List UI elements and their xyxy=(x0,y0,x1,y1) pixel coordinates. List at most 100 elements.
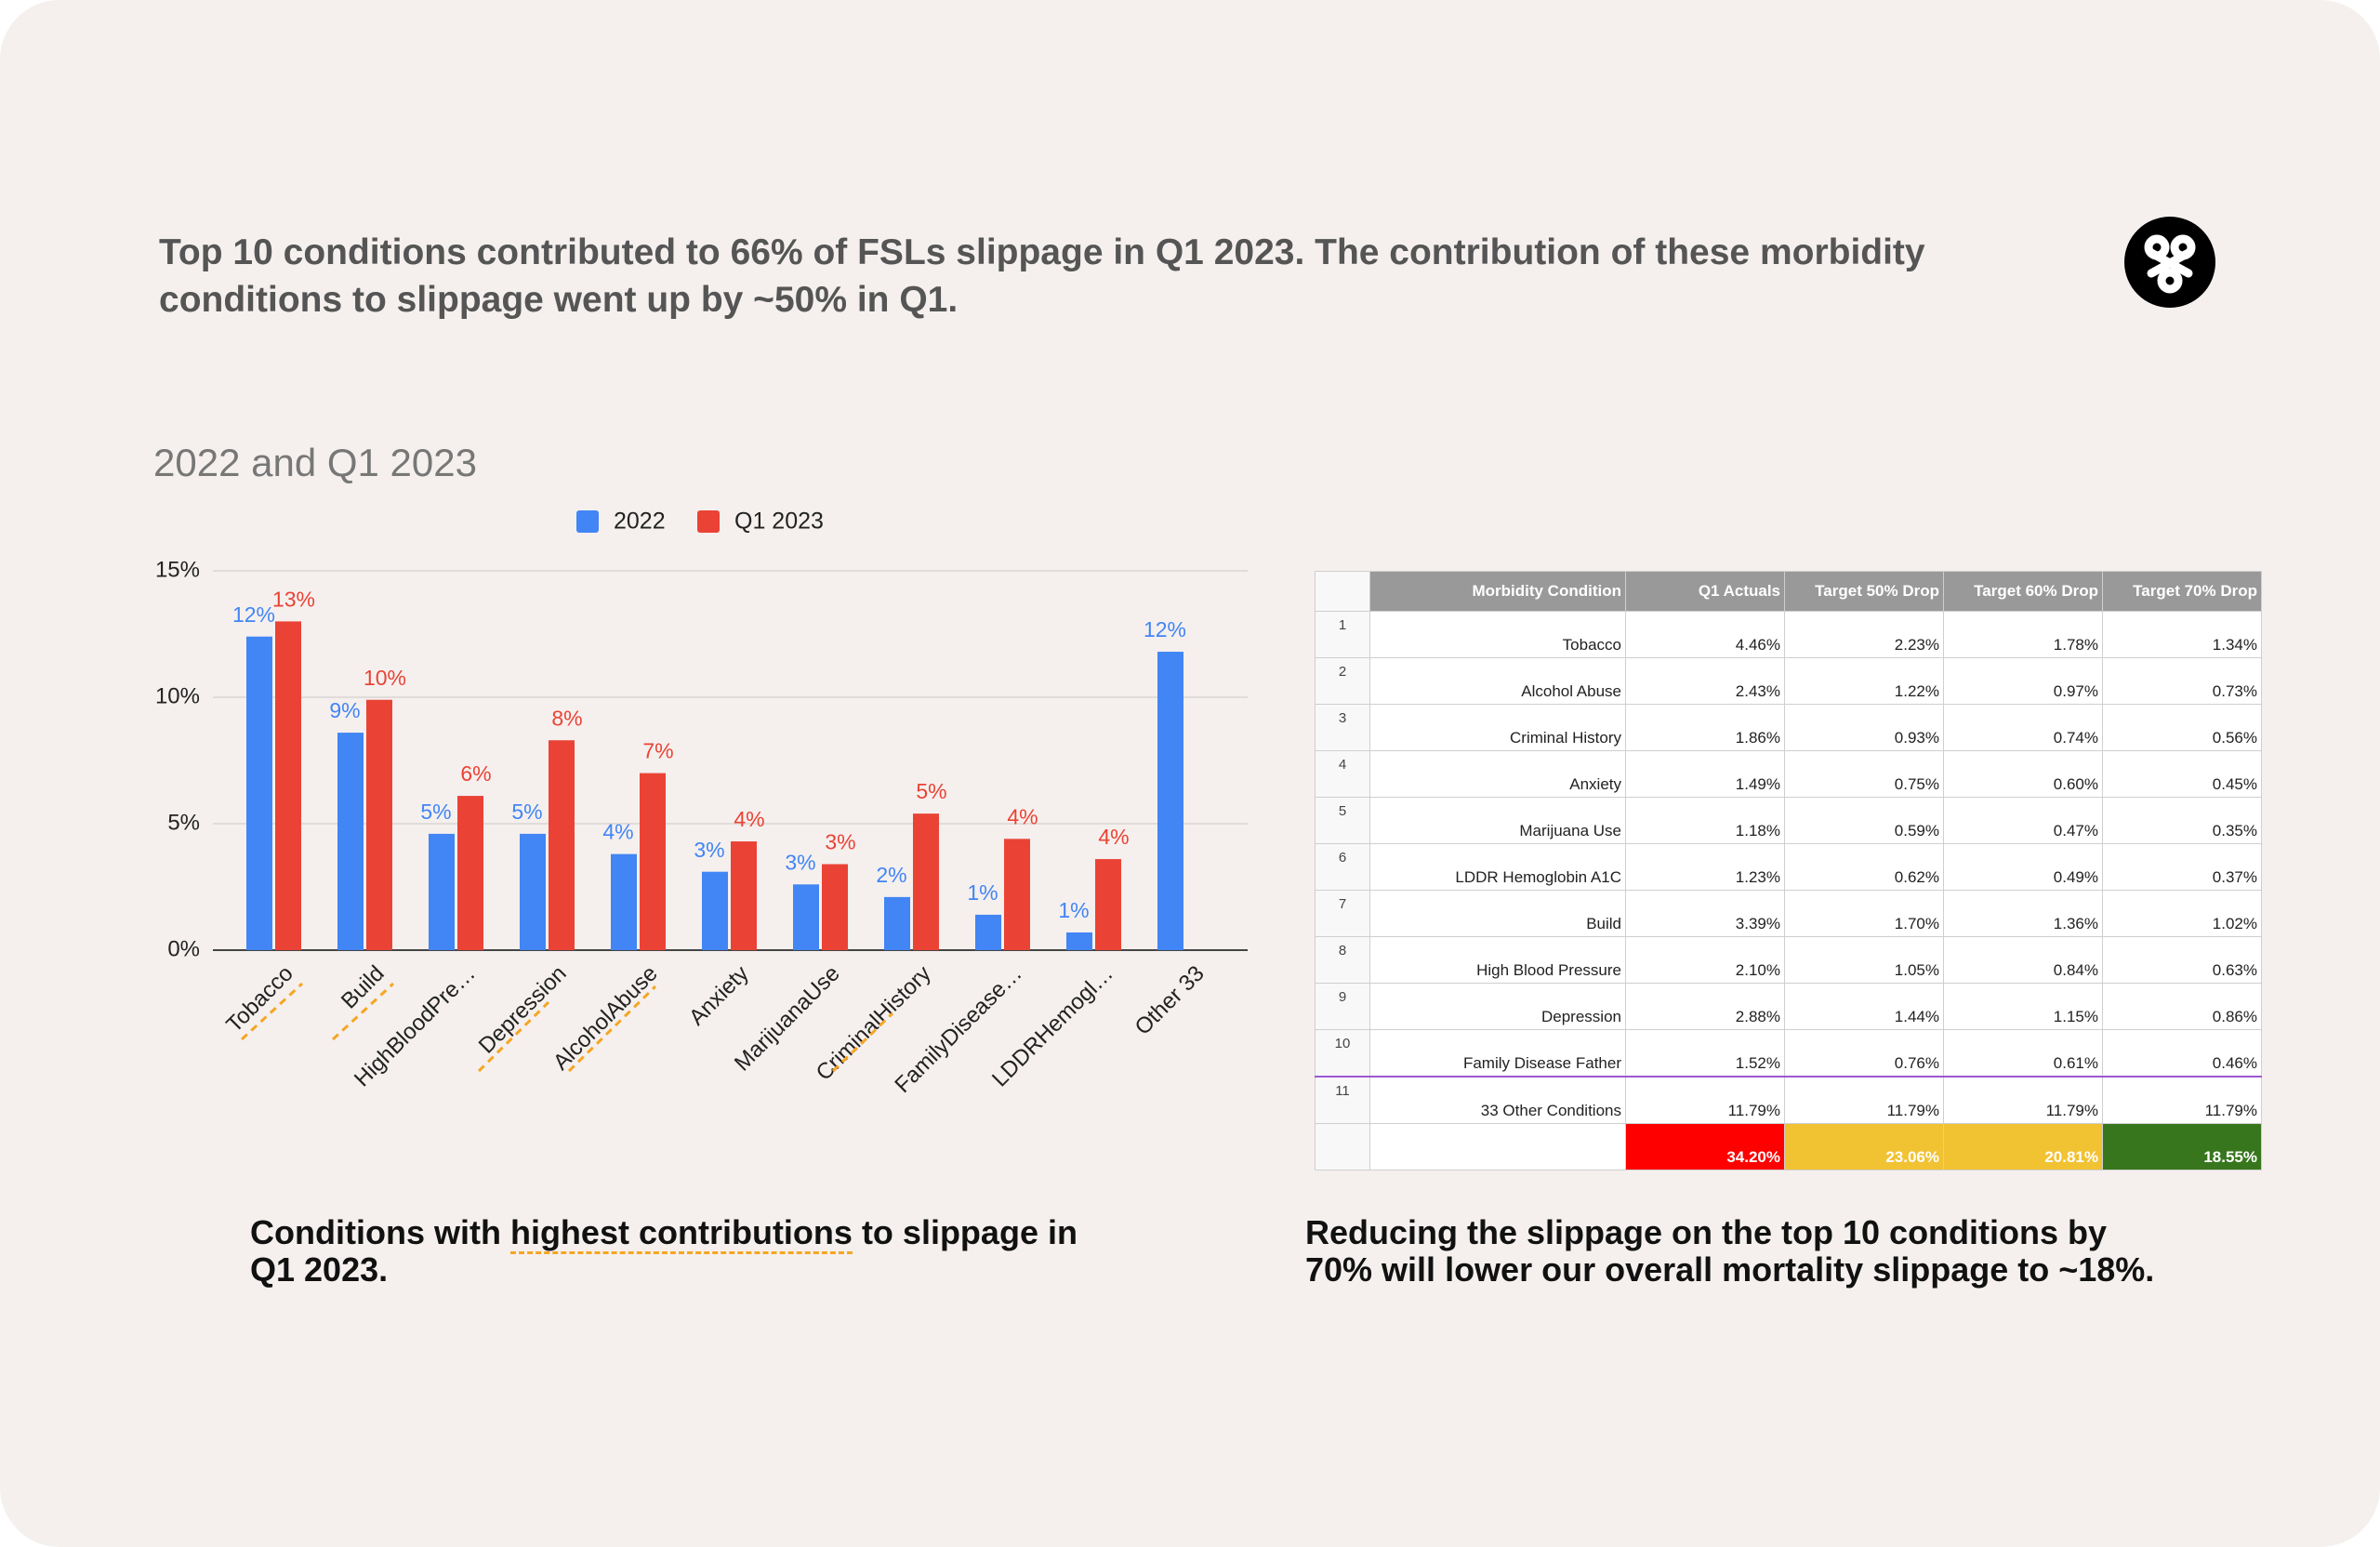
row-index xyxy=(1315,1123,1370,1170)
table-cell: 33 Other Conditions xyxy=(1369,1076,1626,1124)
table-row: 4 Anxiety 1.49% 0.75% 0.60% 0.45% xyxy=(1315,750,2262,798)
data-label: 1% xyxy=(1058,898,1089,922)
table-cell: 3.39% xyxy=(1625,890,1785,937)
highlight-dash xyxy=(477,1000,550,1073)
table-cell: 11.79% xyxy=(1625,1076,1785,1124)
table-cell: 0.62% xyxy=(1784,843,1944,891)
table-cell: 0.73% xyxy=(2102,657,2262,705)
data-label: 3% xyxy=(694,838,724,862)
caption-text: Conditions with xyxy=(250,1213,510,1251)
bar xyxy=(731,841,757,950)
column-header: Q1 Actuals xyxy=(1625,571,1785,612)
table-row: 2 Alcohol Abuse 2.43% 1.22% 0.97% 0.73% xyxy=(1315,657,2262,705)
table-row: 8 High Blood Pressure 2.10% 1.05% 0.84% 0.63% xyxy=(1315,936,2262,984)
table-cell: 2.10% xyxy=(1625,936,1785,984)
data-label: 4% xyxy=(1098,825,1129,849)
table-cell: 1.02% xyxy=(2102,890,2262,937)
bar xyxy=(1004,839,1030,950)
table-cell: Criminal History xyxy=(1369,704,1626,751)
bar xyxy=(640,773,666,950)
table-cell: Alcohol Abuse xyxy=(1369,657,1626,705)
caption-text: to slippage in Q1 2023. xyxy=(250,1213,1078,1289)
row-index: 2 xyxy=(1315,657,1370,705)
table-row: 10 Family Disease Father 1.52% 0.76% 0.61% 0.… xyxy=(1315,1029,2262,1078)
table-cell: 1.44% xyxy=(1784,983,1944,1030)
legend-label: 2022 xyxy=(614,509,666,535)
table-cell: 1.70% xyxy=(1784,890,1944,937)
table-cell: 11.79% xyxy=(2102,1076,2262,1124)
x-tick-label: Anxiety xyxy=(684,961,754,1031)
table-cell: 0.74% xyxy=(1943,704,2103,751)
bar xyxy=(913,813,939,950)
slide-title: Top 10 conditions contributed to 66% of … xyxy=(159,232,1925,320)
table-cell: Anxiety xyxy=(1369,750,1626,798)
row-index: 9 xyxy=(1315,983,1370,1030)
data-label: 5% xyxy=(511,800,542,824)
bar xyxy=(366,699,392,950)
data-label: 7% xyxy=(642,739,673,763)
data-label: 12% xyxy=(1144,617,1186,641)
data-label: 4% xyxy=(602,820,633,844)
row-index: 7 xyxy=(1315,890,1370,937)
row-index: 3 xyxy=(1315,704,1370,751)
x-tick-label: Other 33 xyxy=(1130,961,1210,1040)
table-row: 7 Build 3.39% 1.70% 1.36% 1.02% xyxy=(1315,890,2262,937)
highlight-dash xyxy=(240,982,304,1041)
bar xyxy=(1157,652,1183,950)
table-cell: 1.86% xyxy=(1625,704,1785,751)
highlight-dash xyxy=(831,1012,894,1073)
bar xyxy=(457,796,483,950)
table-cell: 1.34% xyxy=(2102,611,2262,658)
table-cell: 0.45% xyxy=(2102,750,2262,798)
row-index: 11 xyxy=(1315,1076,1370,1124)
data-label: 13% xyxy=(272,587,315,611)
bar xyxy=(1095,859,1121,950)
y-tick-label: 0% xyxy=(167,936,200,961)
logo xyxy=(2124,217,2215,308)
table-cell: 1.78% xyxy=(1943,611,2103,658)
table-cell: 1.23% xyxy=(1625,843,1785,891)
table-cell: High Blood Pressure xyxy=(1369,936,1626,984)
bar xyxy=(975,914,1001,950)
bar xyxy=(549,740,575,950)
caption-right: Reducing the slippage on the top 10 cond… xyxy=(1305,1213,2155,1289)
table-cell: 0.47% xyxy=(1943,797,2103,844)
bar xyxy=(702,871,728,950)
table-cell: 11.79% xyxy=(1943,1076,2103,1124)
chart: 2022 and Q1 2023 0% 5% 10% 15% 2022 Q1 2023 12… xyxy=(153,441,1248,1098)
table-row: 6 LDDR Hemoglobin A1C 1.23% 0.62% 0.49% 0.37% xyxy=(1315,843,2262,891)
bar xyxy=(884,896,910,950)
table-cell: LDDR Hemoglobin A1C xyxy=(1369,843,1626,891)
table-cell: 0.63% xyxy=(2102,936,2262,984)
data-label: 12% xyxy=(232,602,275,627)
table-row: 3 Criminal History 1.86% 0.93% 0.74% 0.56% xyxy=(1315,704,2262,751)
table-header: Morbidity Condition Q1 Actuals Target 50% … xyxy=(1315,571,2262,612)
table-cell: Build xyxy=(1369,890,1626,937)
data-label: 10% xyxy=(364,666,406,690)
row-index: 6 xyxy=(1315,843,1370,891)
bar xyxy=(822,864,848,950)
data-label: 9% xyxy=(329,698,360,722)
y-tick-label: 5% xyxy=(167,810,200,835)
column-header: Target 70% Drop xyxy=(2102,571,2262,612)
data-label: 6% xyxy=(460,761,491,786)
data-label: 5% xyxy=(916,779,946,803)
row-index: 8 xyxy=(1315,936,1370,984)
table-cell xyxy=(1369,1123,1626,1170)
total-cell: 23.06% xyxy=(1784,1123,1944,1170)
table-cell: 1.36% xyxy=(1943,890,2103,937)
table-cell: Family Disease Father xyxy=(1369,1029,1626,1078)
bar xyxy=(337,733,364,950)
column-header: Target 50% Drop xyxy=(1784,571,1944,612)
row-index: 10 xyxy=(1315,1029,1370,1078)
x-tick-label: Build xyxy=(337,961,390,1014)
table: Morbidity Condition Q1 Actuals Target 50% … xyxy=(1315,571,2262,1170)
column-header: Target 60% Drop xyxy=(1943,571,2103,612)
column-header: Morbidity Condition xyxy=(1369,571,1626,612)
caption-highlight: highest contributions xyxy=(509,1213,853,1254)
table-row: 5 Marijuana Use 1.18% 0.59% 0.47% 0.35% xyxy=(1315,797,2262,844)
table-cell: 4.46% xyxy=(1625,611,1785,658)
table-cell: 0.76% xyxy=(1784,1029,1944,1078)
